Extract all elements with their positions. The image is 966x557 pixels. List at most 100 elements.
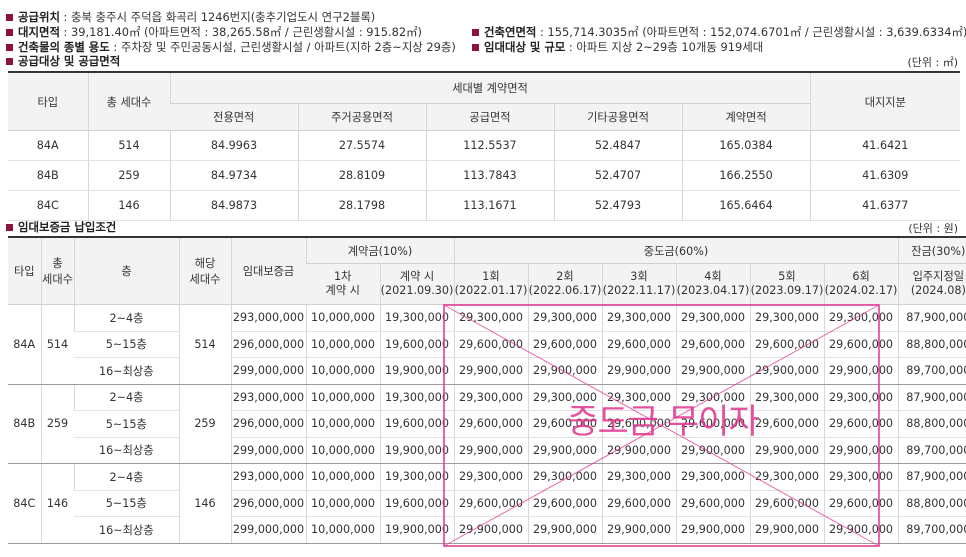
amount-cell: 10,000,000: [305, 384, 380, 411]
amount-cell: 87,900,000: [897, 463, 966, 491]
section-title: 임대보증금 납입조건: [18, 220, 117, 234]
table-cell: 514: [87, 130, 170, 161]
amount-cell: 19,300,000: [379, 304, 455, 332]
amount-cell: 89,700,000: [897, 516, 966, 544]
info-supply-title: 공급대상 및 공급면적: [4, 54, 120, 68]
header-middle-sub-line: (2022.11.17): [602, 284, 676, 297]
header-middle-sub-line: 1회: [482, 270, 500, 283]
amount-cell: 296,000,000: [230, 490, 306, 517]
amount-cell: 29,900,000: [675, 357, 751, 385]
info-value: : 아파트 지상 2~29층 10개동 919세대: [565, 40, 764, 54]
header-middle-sub: 3회 (2022.11.17): [601, 263, 677, 305]
amount-cell: 88,800,000: [897, 331, 966, 358]
amount-cell: 10,000,000: [305, 463, 380, 491]
amount-cell: 29,600,000: [823, 490, 899, 517]
amount-cell: 10,000,000: [305, 357, 380, 385]
section-title: 공급대상 및 공급면적: [18, 54, 121, 68]
floor-cell: 5~15층: [74, 410, 179, 438]
amount-cell: 19,900,000: [379, 357, 455, 385]
header-type: 타입: [8, 237, 41, 305]
amount-cell: 29,900,000: [527, 437, 603, 464]
bullet-icon: [472, 28, 479, 36]
table-row: 84C 146 84.9873 28.1798 113.1671 52.4793 165.6…: [8, 190, 961, 221]
table-row: 5~15층 296,000,000 10,000,000 19,600,000 29,6…: [8, 331, 966, 358]
table-cell: 84A: [8, 130, 88, 161]
header-middle-sub-line: 6회: [852, 270, 870, 283]
amount-cell: 296,000,000: [230, 331, 306, 358]
table-row: 16~최상층 299,000,000 10,000,000 19,900,000 29,…: [8, 437, 966, 464]
table-cell: 41.6377: [809, 190, 961, 221]
header-middle-sub-line: 2회: [556, 270, 574, 283]
amount-cell: 29,600,000: [823, 331, 899, 358]
amount-cell: 29,600,000: [601, 490, 677, 517]
header-supply-area: 공급면적: [425, 103, 554, 131]
amount-cell: 87,900,000: [897, 384, 966, 411]
floor-cell: 5~15층: [74, 490, 179, 517]
header-other-common-area: 기타공용면적: [553, 103, 682, 131]
table-cell: 165.6464: [681, 190, 811, 221]
amount-cell: 29,300,000: [601, 304, 677, 332]
amount-cell: 29,900,000: [823, 437, 899, 464]
amount-cell: 29,300,000: [601, 384, 677, 411]
households-cell: 146: [40, 463, 74, 544]
deposit-payment-table: 타입 총 세대수 층 해당 세대수 임대보증금 계약금(10%) 중도금(60%) …: [8, 236, 966, 544]
amount-cell: 29,300,000: [749, 463, 825, 491]
deposit-unit-label: (단위 : 원): [908, 222, 958, 235]
header-exclusive-area: 전용면적: [170, 103, 298, 131]
header-contract-area-group: 세대별 계약면적: [169, 72, 811, 104]
amount-cell: 29,900,000: [675, 437, 751, 464]
amount-cell: 29,600,000: [675, 490, 751, 517]
amount-cell: 89,700,000: [897, 437, 966, 464]
header-middle-sub-line: 5회: [778, 270, 796, 283]
amount-cell: 29,600,000: [527, 410, 603, 438]
amount-cell: 29,900,000: [527, 516, 603, 544]
header-middle-sub-line: (2022.01.17): [454, 284, 528, 297]
table-cell: 112.5537: [425, 130, 554, 161]
table-cell: 84C: [8, 190, 88, 221]
amount-cell: 299,000,000: [230, 516, 306, 544]
amount-cell: 19,600,000: [379, 490, 455, 517]
info-value: : 155,714.3035㎡ (아파트면적 : 152,074.6701㎡ /…: [536, 25, 966, 39]
amount-cell: 29,300,000: [675, 463, 751, 491]
header-floor-households-line2: 세대수: [189, 273, 221, 286]
table-row: 84A 514 2~4층 514 293,000,000 10,000,000 19,300…: [8, 304, 966, 385]
header-households-line2: 세대수: [42, 273, 73, 286]
header-floor-households-line1: 해당: [194, 257, 216, 270]
amount-cell: 88,800,000: [897, 410, 966, 438]
amount-cell: 29,900,000: [675, 516, 751, 544]
floor-cell: 2~4층: [73, 304, 179, 332]
amount-cell: 29,300,000: [527, 463, 603, 491]
table-row: 5~15층 296,000,000 10,000,000 19,600,000 29,6…: [8, 490, 966, 517]
amount-cell: 29,300,000: [749, 304, 825, 332]
header-contract-sub: 계약 시 (2021.09.30): [379, 263, 455, 305]
info-label: 대지면적: [18, 25, 60, 39]
table-cell: 52.4707: [553, 160, 682, 191]
amount-cell: 293,000,000: [230, 384, 306, 411]
amount-cell: 29,600,000: [601, 410, 677, 438]
table-row: 16~최상층 299,000,000 10,000,000 19,900,000 29,…: [8, 357, 966, 385]
amount-cell: 19,900,000: [379, 437, 455, 464]
header-floor: 층: [73, 237, 179, 305]
amount-cell: 29,900,000: [749, 516, 825, 544]
bullet-icon: [472, 43, 479, 51]
floor-cell: 16~최상층: [74, 516, 179, 544]
amount-cell: 29,900,000: [453, 437, 529, 464]
amount-cell: 29,300,000: [823, 304, 899, 332]
header-deposit: 임대보증금: [230, 237, 306, 305]
amount-cell: 88,800,000: [897, 490, 966, 517]
info-label: 임대대상 및 규모: [484, 40, 566, 54]
households-cell: 514: [40, 304, 74, 385]
header-balance-sub-line: (2024.08): [910, 284, 966, 297]
header-middle-sub-line: (2022.06.17): [528, 284, 602, 297]
table-cell: 52.4793: [553, 190, 682, 221]
header-contract-sub-line: 1차: [334, 270, 352, 283]
table-cell: 41.6421: [809, 130, 961, 161]
amount-cell: 10,000,000: [305, 490, 380, 517]
amount-cell: 29,300,000: [749, 384, 825, 411]
floor-cell: 2~4층: [73, 384, 179, 411]
info-usage: 건축물의 종별 용도 : 주차장 및 주민공동시설, 근린생활시설 / 아파트(…: [4, 40, 456, 54]
table-cell: 113.1671: [425, 190, 554, 221]
info-value: : 주차장 및 주민공동시설, 근린생활시설 / 아파트(지하 2층~지상 29…: [109, 40, 456, 54]
header-middle-sub-line: 3회: [630, 270, 648, 283]
type-cell: 84C: [8, 463, 41, 544]
